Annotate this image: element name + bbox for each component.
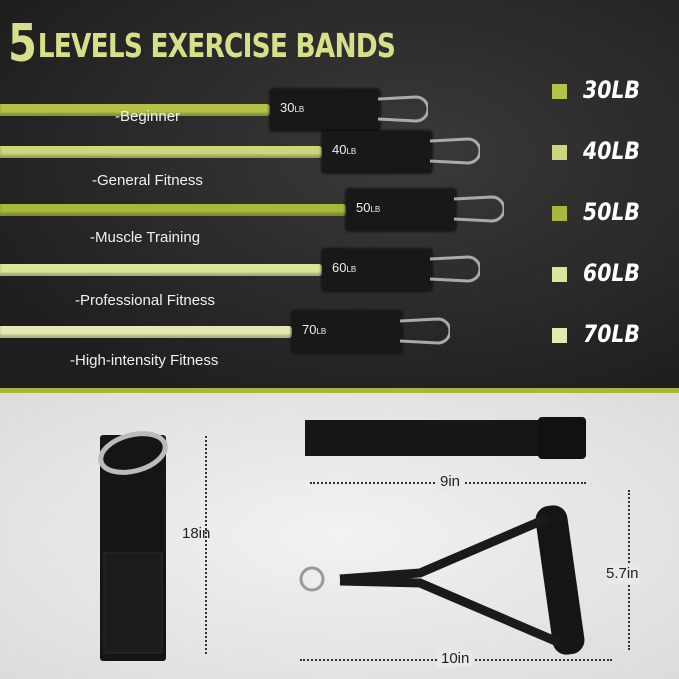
legend-label: 60LB <box>583 259 640 287</box>
band-level-label: -Muscle Training <box>90 229 201 246</box>
band-weight-tag: 30LB <box>280 100 305 115</box>
handle-width: 10in <box>437 650 474 667</box>
carabiner-icon <box>430 137 480 165</box>
band-level-label: -General Fitness <box>92 172 203 189</box>
band-level-label: -Professional Fitness <box>75 292 216 309</box>
band-connector: 30LB <box>270 89 380 131</box>
handle-height: 5.7in <box>606 563 639 584</box>
band-weight-tag: 70LB <box>302 322 327 337</box>
band-70 <box>0 326 292 338</box>
band-weight-tag: 40LB <box>332 142 357 157</box>
legend-swatch <box>552 206 567 221</box>
band-connector: 40LB <box>322 131 432 173</box>
legend-swatch <box>552 267 567 282</box>
band-connector: 70LB <box>292 311 402 353</box>
carabiner-icon <box>454 195 504 223</box>
legend-label: 40LB <box>583 137 640 165</box>
band-40 <box>0 146 322 158</box>
headline-number: 5 <box>8 14 37 74</box>
accessories-illustration <box>98 417 586 661</box>
legend-label: 30LB <box>583 76 640 104</box>
carabiner-icon <box>378 95 428 123</box>
ankle-strap-length: 18in <box>182 525 211 542</box>
legend-swatch <box>552 328 567 343</box>
legend-label: 70LB <box>583 320 640 348</box>
headline-text: LEVELS EXERCISE BANDS <box>37 26 396 65</box>
band-50 <box>0 204 346 216</box>
band-weight-tag: 60LB <box>332 260 357 275</box>
band-level-label: -Beginner <box>115 108 181 125</box>
band-connector: 60LB <box>322 249 432 291</box>
band-60 <box>0 264 322 276</box>
carabiner-icon <box>430 255 480 283</box>
door-anchor <box>305 417 586 459</box>
legend-label: 50LB <box>583 198 640 226</box>
headline: 5LEVELS EXERCISE BANDS <box>8 14 396 74</box>
band-weight-tag: 50LB <box>356 200 381 215</box>
door-anchor-length: 9in <box>436 473 465 490</box>
carabiner-icon <box>400 317 450 345</box>
ankle-strap <box>98 431 168 661</box>
legend-swatch <box>552 84 567 99</box>
band-30 <box>0 104 270 116</box>
band-connector: 50LB <box>346 189 456 231</box>
divider-strip <box>0 388 679 393</box>
legend-swatch <box>552 145 567 160</box>
band-level-label: -High-intensity Fitness <box>70 352 219 369</box>
ankle-strap-dimension-line <box>205 436 207 654</box>
handle <box>299 505 585 655</box>
